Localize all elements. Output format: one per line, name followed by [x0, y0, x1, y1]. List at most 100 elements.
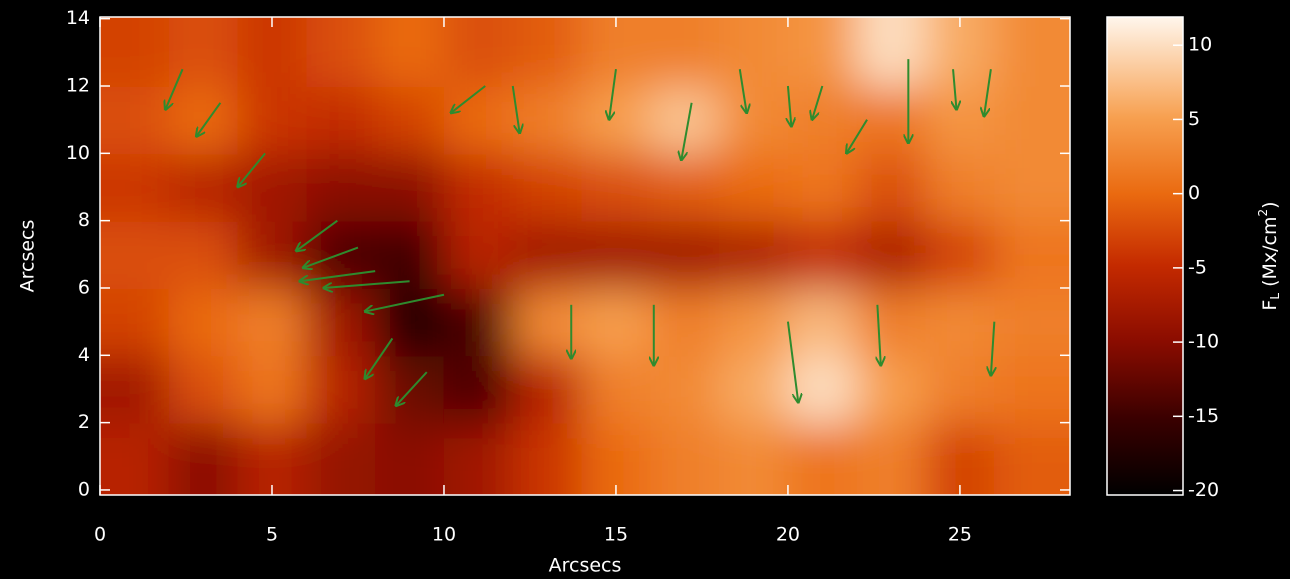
heat-cell: [925, 220, 996, 289]
heat-cell: [443, 86, 514, 155]
heat-cell: [856, 287, 927, 357]
vector-arrow: [300, 270, 376, 281]
vector-arrow: [812, 85, 824, 120]
heat-cell: [512, 355, 583, 424]
heat-cell: [237, 220, 308, 289]
heat-cell: [100, 86, 170, 155]
vector-arrow: [984, 69, 992, 116]
heat-cell: [512, 220, 583, 289]
heat-cell: [650, 355, 721, 424]
heat-cell: [168, 422, 239, 495]
heat-cell: [925, 86, 996, 155]
heat-cell: [375, 153, 445, 222]
heat-cell: [512, 86, 583, 155]
x-tick-label: 15: [604, 524, 628, 546]
heat-cell: [719, 86, 789, 155]
vector-arrow: [681, 102, 693, 160]
vector-arrow: [165, 68, 184, 109]
y-tick-label: 8: [78, 209, 90, 231]
heat-cell: [375, 422, 445, 495]
heat-cell: [925, 17, 996, 88]
vector-arrow: [296, 219, 338, 251]
heat-cell: [581, 422, 652, 495]
heat-cell: [237, 86, 308, 155]
y-tick-label: 10: [66, 142, 90, 164]
heat-cell: [443, 17, 514, 88]
heat-cell: [994, 153, 1070, 222]
vector-arrow: [738, 69, 747, 113]
heat-cell: [306, 355, 377, 424]
vector-arrow: [396, 371, 428, 406]
colorbar-tick-label: -15: [1188, 405, 1219, 427]
colorbar: [1106, 16, 1184, 496]
heat-cell: [100, 153, 170, 222]
vector-arrow: [324, 280, 410, 288]
heat-cell: [237, 422, 308, 495]
x-tick-label: 5: [266, 524, 278, 546]
heat-cell: [787, 287, 858, 357]
plot-frame: [99, 16, 1071, 496]
colorbar-tick-label: 5: [1188, 108, 1200, 130]
heat-cell: [719, 287, 789, 357]
heat-cell: [925, 355, 996, 424]
heat-cell: [650, 220, 721, 289]
heat-cell: [375, 86, 445, 155]
heat-cell: [306, 422, 377, 495]
heat-cell: [512, 153, 583, 222]
heat-cell: [581, 287, 652, 357]
heat-cell: [443, 287, 514, 357]
heat-cell: [719, 17, 789, 88]
heat-cell: [856, 422, 927, 495]
heat-cell: [237, 355, 308, 424]
heat-cell: [100, 220, 170, 289]
colorbar-tick-label: 0: [1188, 182, 1200, 204]
heat-cell: [375, 220, 445, 289]
heat-cell: [375, 287, 445, 357]
heat-cell: [650, 17, 721, 88]
vector-arrow: [238, 152, 266, 187]
heat-cell: [512, 422, 583, 495]
heat-cell: [237, 17, 308, 88]
vector-field: [165, 59, 994, 406]
heat-cell: [787, 86, 858, 155]
heat-cell: [925, 422, 996, 495]
vector-arrow: [846, 119, 868, 154]
heat-cell: [375, 17, 445, 88]
vector-arrow: [365, 293, 445, 312]
heat-cell: [719, 355, 789, 424]
heat-cell: [168, 220, 239, 289]
heat-cell: [581, 86, 652, 155]
heat-cell: [856, 220, 927, 289]
heat-cell: [443, 355, 514, 424]
heat-cell: [100, 287, 170, 357]
heat-cell: [994, 355, 1070, 424]
heat-cell: [650, 422, 721, 495]
heat-cell: [994, 17, 1070, 88]
heat-cell: [925, 287, 996, 357]
heat-cell: [650, 287, 721, 357]
heat-cell: [100, 422, 170, 495]
x-axis-label: Arcsecs: [549, 555, 622, 577]
vector-arrow: [786, 321, 798, 403]
heat-cell: [856, 17, 927, 88]
vector-arrow: [511, 85, 520, 133]
heat-cell: [581, 153, 652, 222]
heat-cell: [787, 17, 858, 88]
vector-arrow: [788, 85, 791, 126]
vector-arrow: [609, 69, 617, 119]
colorbar-tick-label: -5: [1188, 256, 1207, 278]
heat-cell: [237, 153, 308, 222]
heat-cell: [168, 153, 239, 222]
heat-cell: [306, 86, 377, 155]
heat-cell: [443, 220, 514, 289]
heat-cell: [443, 153, 514, 222]
heat-cell: [581, 17, 652, 88]
heat-cell: [719, 153, 789, 222]
heat-cell: [856, 355, 927, 424]
vector-arrow: [365, 337, 394, 378]
y-axis-label: Arcsecs: [17, 220, 39, 293]
heat-cell: [650, 86, 721, 155]
heat-cell: [168, 355, 239, 424]
